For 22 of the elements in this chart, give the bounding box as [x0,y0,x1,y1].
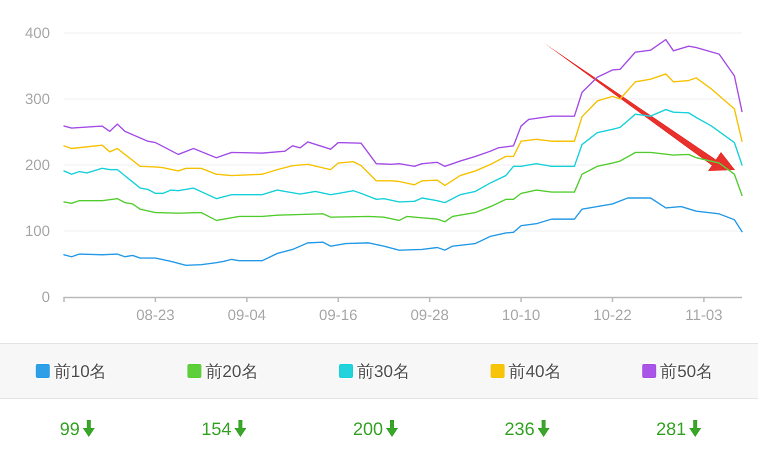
x-tick-label: 09-16 [319,307,358,324]
text: 236 [504,419,535,439]
text: 200 [352,419,383,439]
x-tick-label: 10-10 [502,307,540,324]
text: 154 [201,419,232,439]
y-tick-label: 200 [24,157,50,174]
legend-label: 前50名 [660,362,714,381]
x-tick-label: 08-23 [136,307,175,324]
text: 281 [656,419,686,439]
legend-label: 前20名 [205,362,258,381]
legend-label: 前30名 [357,362,410,381]
x-tick-label: 09-04 [228,307,266,324]
x-tick-label: 11-03 [685,307,723,324]
y-tick-label: 300 [24,91,50,108]
legend-label: 前40名 [508,362,562,381]
legend-label: 前10名 [54,362,107,381]
y-tick-label: 100 [24,223,50,240]
y-tick-label: 0 [42,289,50,306]
text: 99 [60,419,80,439]
x-tick-label: 09-28 [410,307,449,324]
y-tick-label: 400 [24,25,50,42]
x-tick-label: 10-22 [593,307,632,324]
